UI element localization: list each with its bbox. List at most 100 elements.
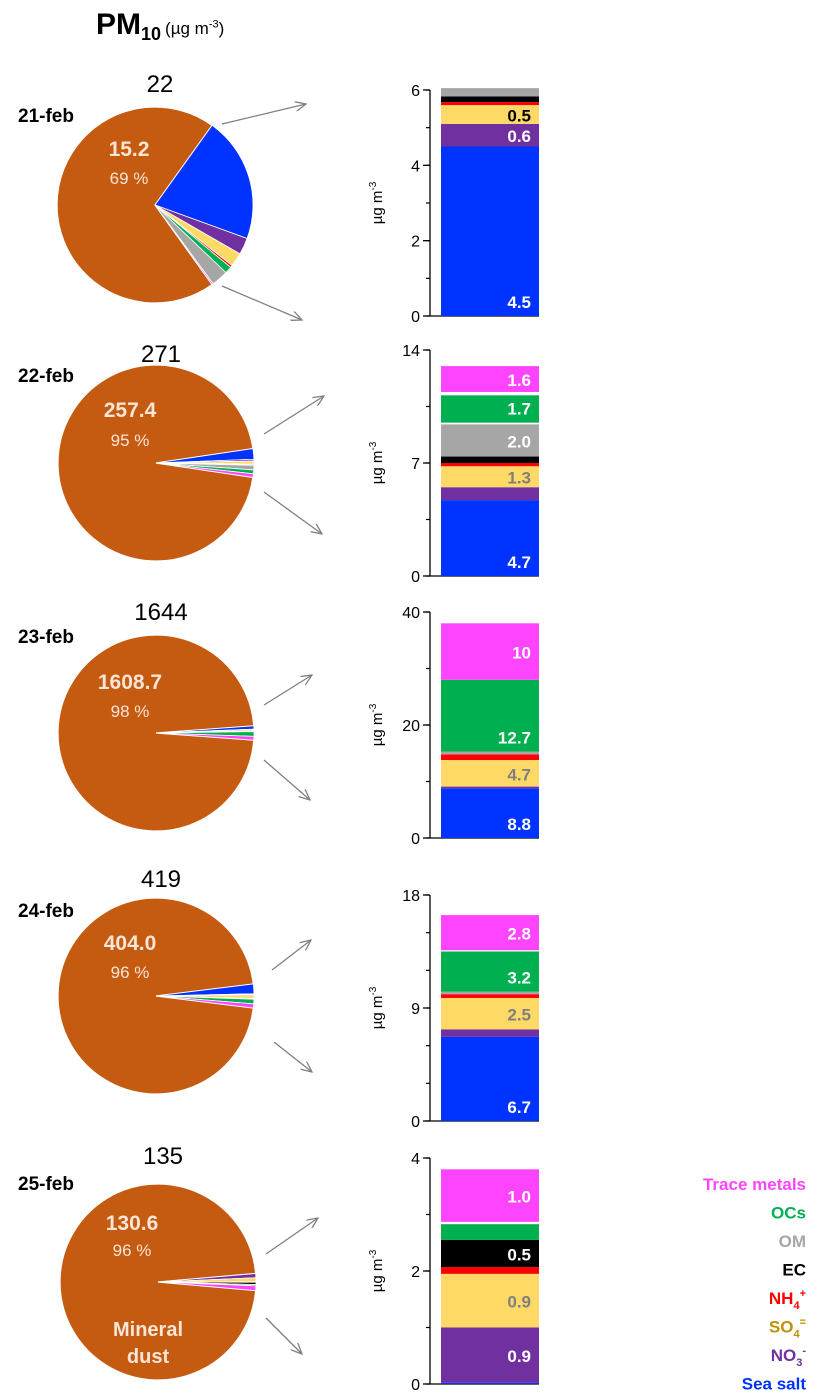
pie-mineral-percent: 98 %: [111, 702, 150, 721]
bar-chart-23-feb: 0 20 40 µg m-3 8.8 4.7 12.7 10: [368, 605, 539, 848]
y-tick-label: 2: [411, 234, 420, 251]
bar-value-label-so4: 4.7: [507, 765, 531, 784]
pie-slice-trace: [157, 1281, 257, 1291]
pie-date-label: 23-feb: [18, 627, 74, 648]
y-tick-label: 0: [411, 569, 420, 586]
upper-arrow: [263, 396, 324, 435]
pie-chart-23-feb: 1644 23-feb 1608.7 98 %: [18, 599, 312, 832]
bar-segment-seasalt: [441, 146, 539, 316]
legend-item-nh4: NH4+: [769, 1288, 806, 1312]
y-tick-label: 18: [402, 888, 420, 905]
bar-value-label-so4: 0.9: [507, 1293, 531, 1312]
bar-value-label-seasalt: 8.8: [507, 815, 531, 834]
pie-mineral-percent: 96 %: [113, 1241, 152, 1260]
figure-title-unit-close: ): [218, 19, 225, 38]
y-axis-label-text: µg m: [369, 451, 386, 485]
lower-arrow: [273, 1041, 312, 1072]
figure-title-unit-sup: -3: [208, 18, 219, 31]
bar-segment-om: [441, 751, 539, 755]
bar-segment-nh4: [441, 754, 539, 761]
y-tick-label: 2: [411, 1264, 420, 1281]
figure-title-main: PM: [96, 8, 141, 41]
legend-item-ocs: OCs: [771, 1204, 806, 1223]
y-tick-label: 0: [411, 1377, 420, 1393]
bar-value-label-so4: 1.3: [507, 469, 531, 488]
bar-value-label-seasalt: 6.7: [507, 1098, 531, 1117]
pie-mineral-value: 130.6: [106, 1212, 159, 1235]
pie-slice-mineral: [57, 897, 254, 1095]
legend-label: EC: [782, 1261, 806, 1280]
bar-chart-25-feb: 0 2 4 µg m-3 0.9 0.9 0.5 1.0: [368, 1151, 539, 1393]
pie-total-label: 1644: [134, 599, 187, 626]
pie-slice-seasalt: [154, 124, 254, 240]
y-axis-label-text: µg m: [369, 191, 386, 225]
upper-arrow: [265, 1218, 318, 1255]
bar-segment-om: [441, 424, 539, 457]
bar-segment-so4: [441, 105, 539, 124]
y-tick-label: 9: [411, 1001, 420, 1018]
y-tick-label: 4: [411, 1151, 420, 1168]
pie-total-label: 135: [143, 1143, 183, 1170]
y-axis-label-sup: -3: [368, 441, 379, 450]
lower-arrow: [221, 285, 302, 320]
y-axis-label-sup: -3: [368, 703, 379, 712]
bar-value-label-ec: 0.5: [507, 1246, 531, 1265]
bar-segment-so4: [441, 760, 539, 787]
bar-value-label-ocs: 3.2: [507, 969, 531, 988]
bar-segment-seasalt: [441, 1382, 539, 1384]
bar-segment-gap: [441, 1221, 539, 1225]
y-axis-label-text: µg m: [369, 713, 386, 747]
upper-arrow: [263, 675, 312, 706]
bar-segment-trace: [441, 623, 539, 680]
bar-segment-ocs: [441, 395, 539, 423]
bar-segment-ec: [441, 96, 539, 103]
pie-slice-mineral: [57, 634, 255, 832]
bar-chart-21-feb: 0 2 4 6 µg m-3 4.5 0.60.5: [368, 83, 539, 326]
y-tick-label: 6: [411, 83, 420, 100]
bar-value-label-om: 2.0: [507, 432, 531, 451]
pie-date-label: 24-feb: [18, 901, 74, 922]
legend-label: Trace metals: [703, 1175, 806, 1194]
legend-label: NO: [771, 1346, 797, 1365]
y-axis-label: µg m-3: [368, 986, 386, 1029]
pie-slice-trace: [155, 732, 255, 741]
bar-value-label-trace: 1.0: [507, 1188, 531, 1207]
legend-item-no3: NO3-: [771, 1345, 807, 1369]
bar-value-label-trace: 2.8: [507, 925, 531, 944]
pie-chart-21-feb: 22 21-feb 15.2 69 %: [18, 71, 306, 320]
bar-segment-gap: [441, 950, 539, 952]
y-axis-label: µg m-3: [368, 1249, 386, 1292]
legend-item-so4: SO4=: [769, 1317, 806, 1341]
y-axis-label-text: µg m: [369, 996, 386, 1030]
bar-segment-ocs: [441, 1224, 539, 1240]
legend-item-seasalt: Sea salt: [742, 1375, 807, 1393]
legend-label: NH: [769, 1289, 794, 1308]
bar-value-label-trace: 10: [512, 644, 531, 663]
bar-segment-ec: [441, 1239, 539, 1268]
mineral-dust-label-line1: Mineral: [113, 1319, 183, 1341]
pie-slice-trace: [154, 204, 214, 286]
bar-segment-nh4: [441, 994, 539, 998]
pie-mineral-value: 15.2: [109, 138, 150, 161]
pie-slice-mineral: [57, 364, 254, 562]
bar-segment-om: [441, 991, 539, 995]
bar-segment-gap: [441, 391, 539, 396]
y-axis-label: µg m-3: [368, 703, 386, 746]
legend-label-sub: 3: [796, 1357, 802, 1369]
figure-title-subscript: 10: [141, 24, 162, 44]
legend-label: Sea salt: [742, 1375, 807, 1393]
pie-mineral-value: 404.0: [104, 932, 157, 955]
bar-segment-ocs: [441, 679, 539, 752]
bar-value-label-ocs: 12.7: [498, 729, 531, 748]
legend-label: OM: [779, 1232, 806, 1251]
pie-chart-22-feb: 271 22-feb 257.4 95 %: [18, 341, 324, 562]
pie-mineral-value: 257.4: [104, 399, 157, 422]
figure-title-unit-text: (µg m: [165, 19, 209, 38]
bar-segment-trace: [441, 366, 539, 392]
bar-segment-nh4: [441, 102, 539, 106]
bar-segment-so4: [441, 466, 539, 488]
y-axis-label: µg m-3: [368, 441, 386, 484]
bar-segment-seasalt: [441, 500, 539, 576]
pie-mineral-value: 1608.7: [98, 671, 162, 694]
y-tick-label: 7: [411, 456, 420, 473]
